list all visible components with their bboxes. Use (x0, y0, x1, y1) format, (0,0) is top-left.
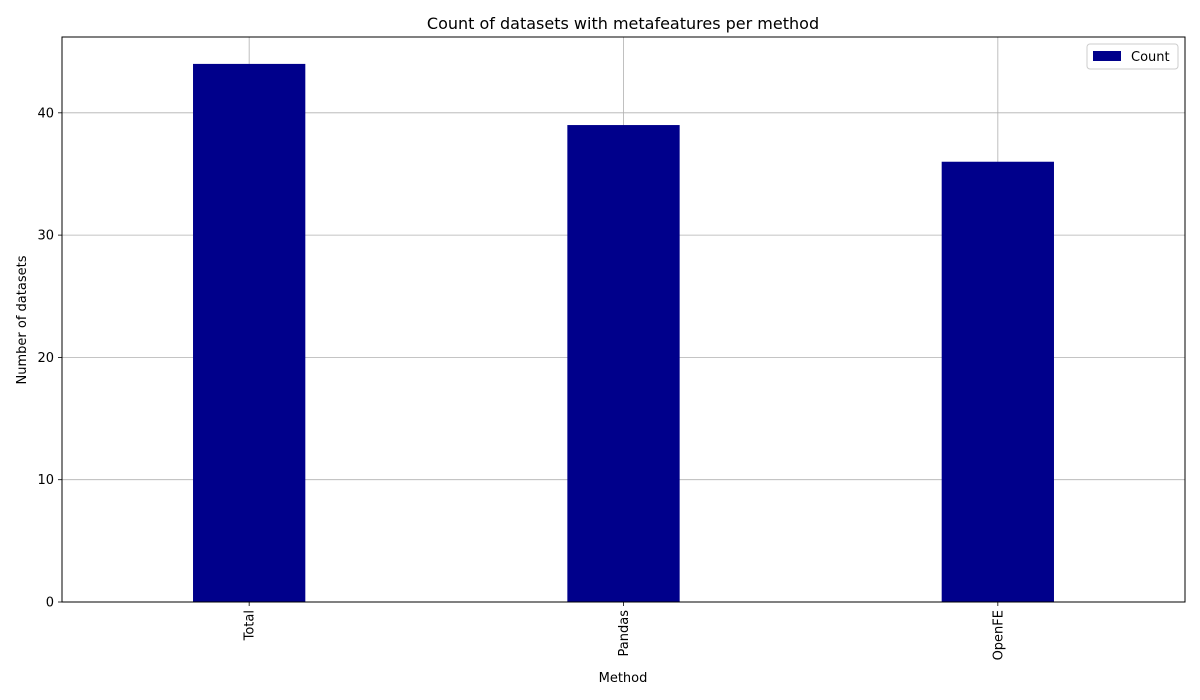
legend-frame (1086, 43, 1179, 70)
axes (58, 36, 1186, 606)
bar-total (193, 63, 306, 602)
y-axis-label: Number of datasets (15, 255, 30, 384)
tick-labels: 0 10 20 30 40 Total Pandas OpenFE (37, 106, 1006, 660)
y-tick-label: 10 (37, 473, 54, 488)
y-tick-label: 30 (37, 229, 54, 244)
x-tick-label: OpenFE (991, 610, 1006, 660)
bars (193, 63, 1054, 603)
x-axis-label: Method (599, 671, 648, 686)
y-tick-label: 40 (37, 106, 54, 121)
y-tick-label: 0 (46, 596, 54, 611)
bar-pandas (567, 125, 680, 603)
x-tick-label: Pandas (617, 610, 632, 657)
bar-openfe (941, 161, 1054, 602)
legend: Count (1086, 43, 1179, 70)
y-tick-label: 20 (37, 351, 54, 366)
legend-label: Count (1131, 50, 1170, 65)
chart-title: Count of datasets with metafeatures per … (427, 14, 819, 33)
legend-swatch (1093, 51, 1121, 61)
x-tick-label: Total (243, 610, 258, 641)
plot-frame (61, 36, 1186, 603)
